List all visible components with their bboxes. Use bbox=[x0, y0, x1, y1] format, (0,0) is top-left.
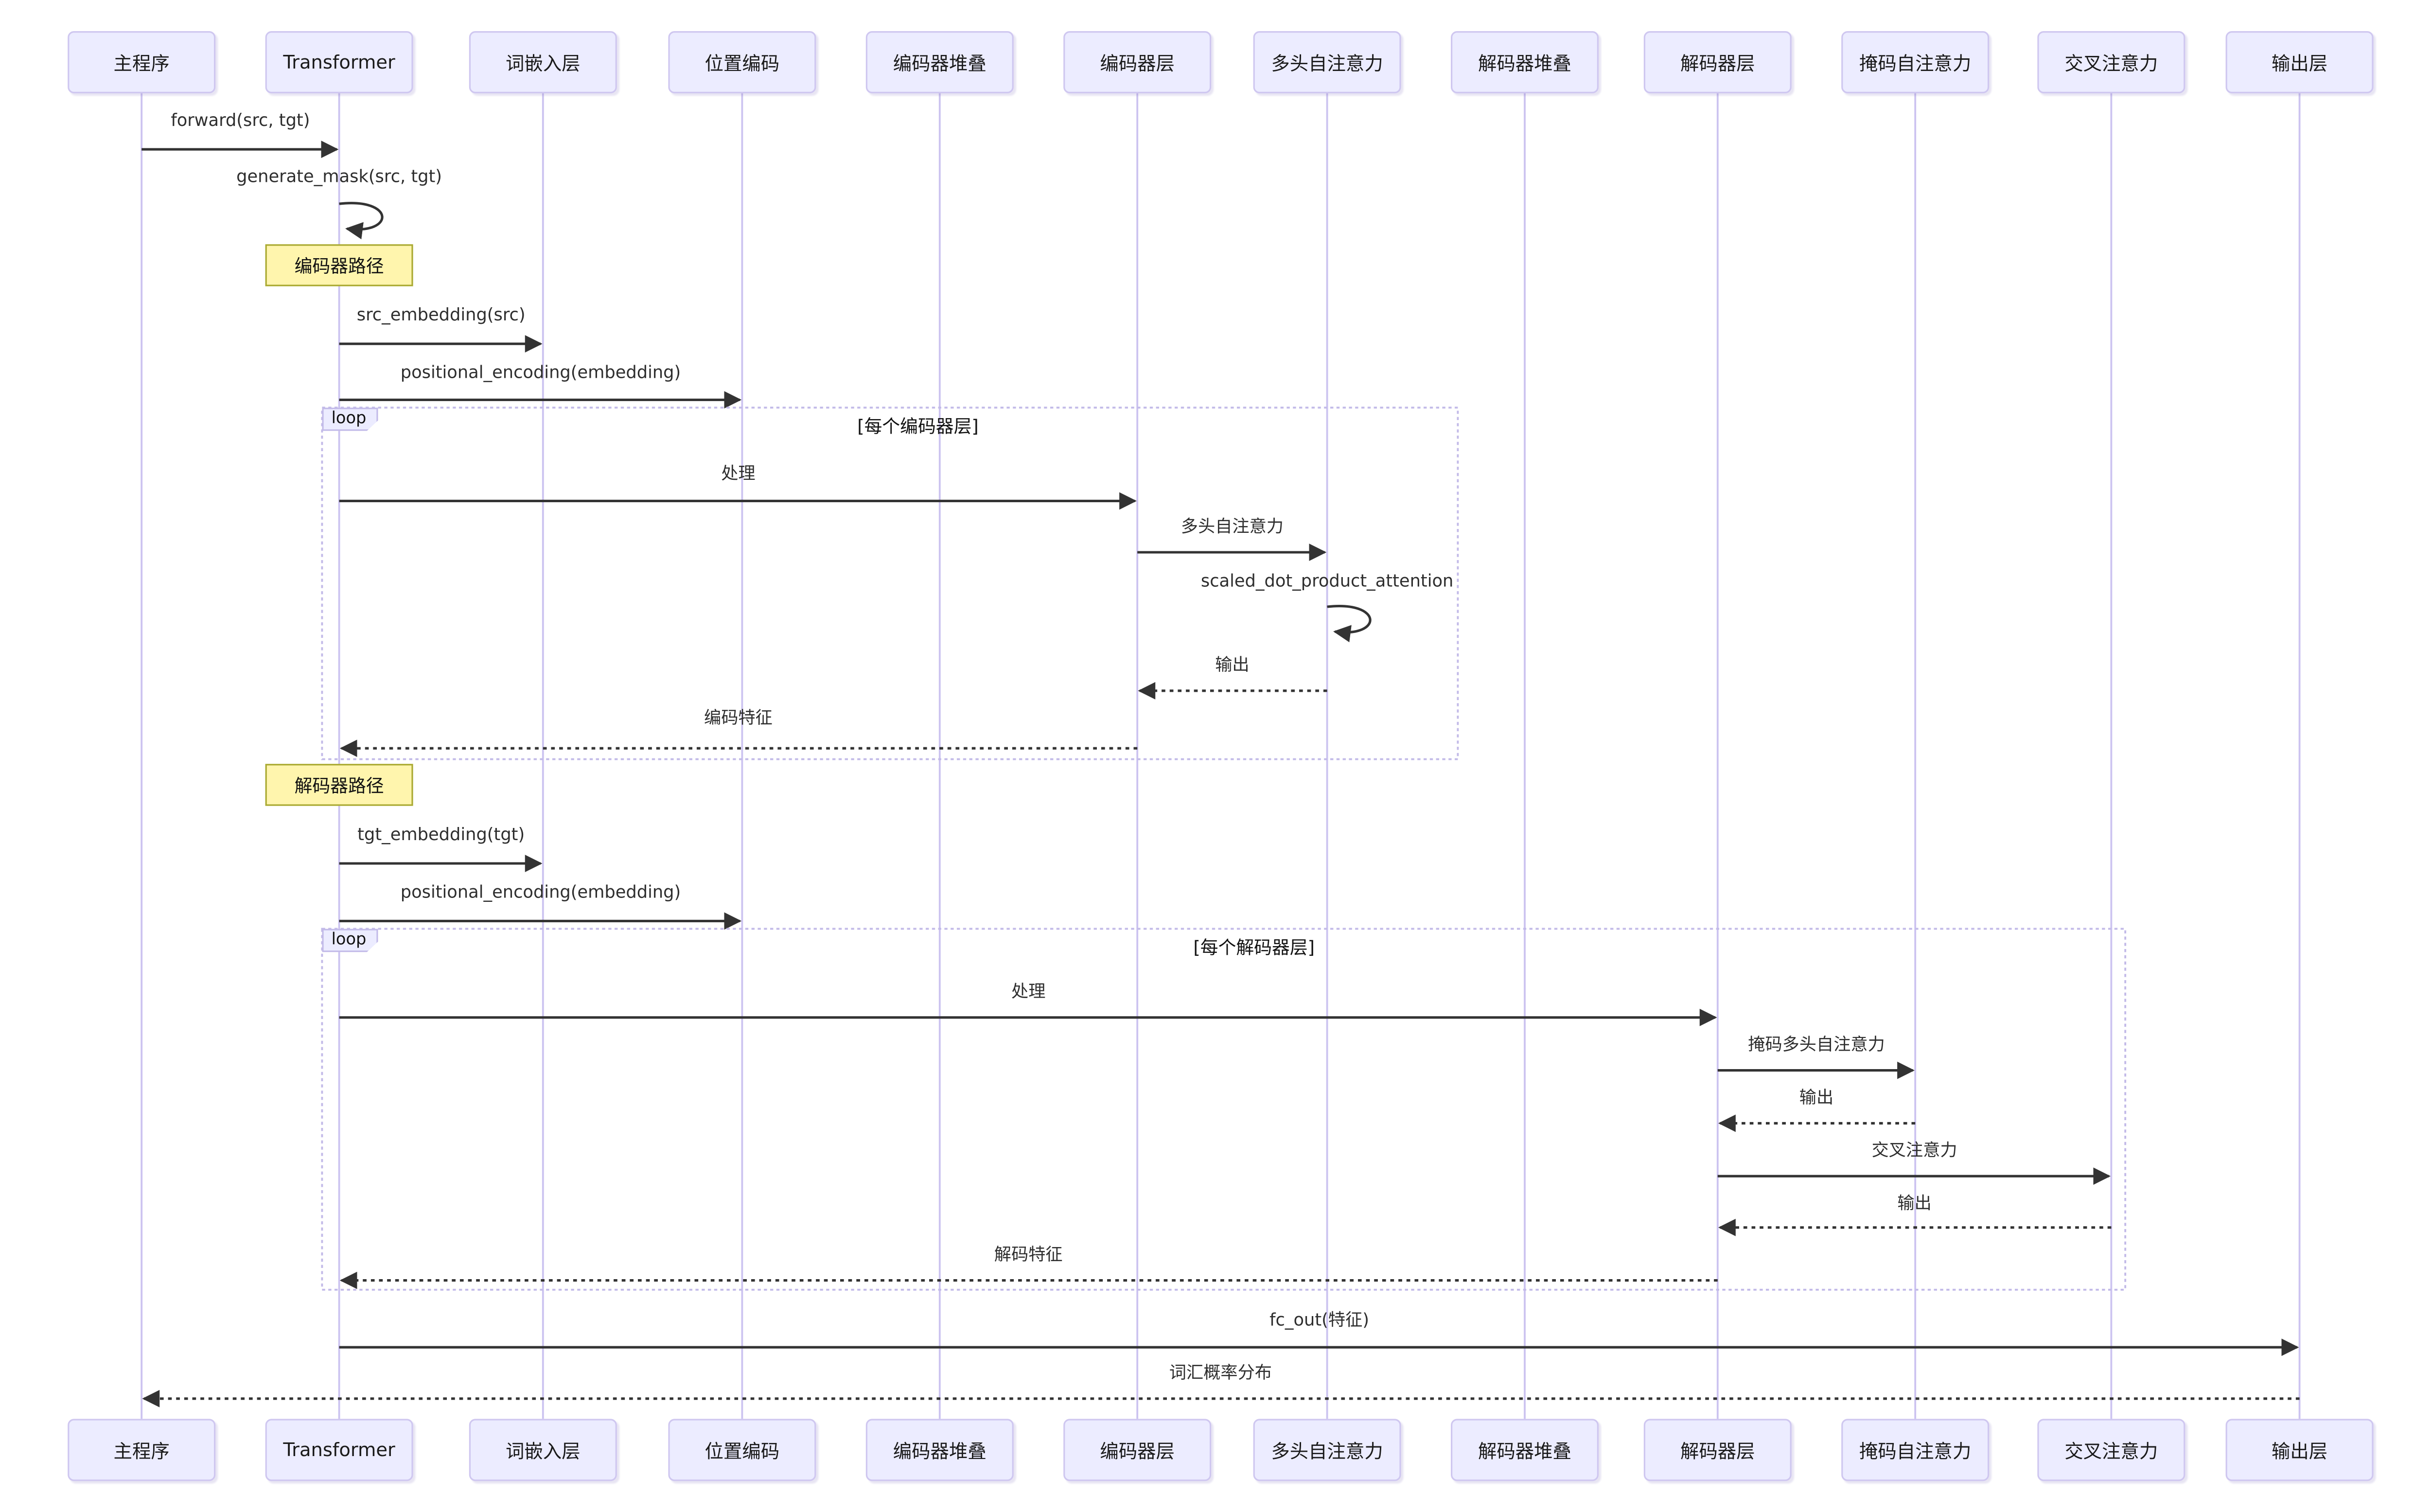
loop-box-encoder-loop bbox=[321, 406, 1459, 760]
participant-main-program-bottom: 主程序 bbox=[68, 1419, 216, 1481]
note-decoder-path-note: 解码器路径 bbox=[265, 764, 413, 806]
loop-tab-decoder-loop: loop bbox=[322, 929, 378, 952]
participant-multi-head-self-attention-bottom: 多头自注意力 bbox=[1253, 1419, 1401, 1481]
participant-encoder-layer-bottom: 编码器层 bbox=[1063, 1419, 1212, 1481]
participant-masked-self-attention-bottom: 掩码自注意力 bbox=[1841, 1419, 1990, 1481]
message-label-process-encoder: 处理 bbox=[721, 463, 756, 484]
participant-masked-self-attention-top: 掩码自注意力 bbox=[1841, 31, 1990, 93]
message-label-positional-encoding-src: positional_encoding(embedding) bbox=[400, 362, 681, 383]
participant-transformer-bottom: Transformer bbox=[265, 1419, 413, 1481]
participant-transformer-top: Transformer bbox=[265, 31, 413, 93]
self-arrow-scaled-dot-product-attention bbox=[1327, 605, 1372, 643]
participant-encoder-layer-top: 编码器层 bbox=[1063, 31, 1212, 93]
message-label-attention-output: 输出 bbox=[1215, 655, 1250, 675]
participant-cross-attention-top: 交叉注意力 bbox=[2037, 31, 2185, 93]
loop-box-decoder-loop bbox=[321, 928, 2127, 1291]
participant-word-embedding-layer-bottom: 词嵌入层 bbox=[469, 1419, 617, 1481]
message-label-multi-head-attention-call: 多头自注意力 bbox=[1180, 516, 1284, 537]
message-label-masked-attention-output: 输出 bbox=[1799, 1087, 1834, 1108]
message-label-decoded-features: 解码特征 bbox=[994, 1245, 1063, 1265]
participant-multi-head-self-attention-top: 多头自注意力 bbox=[1253, 31, 1401, 93]
participant-output-layer-top: 输出层 bbox=[2225, 31, 2374, 93]
message-label-masked-multi-head-attention-call: 掩码多头自注意力 bbox=[1748, 1035, 1885, 1055]
message-label-tgt-embedding: tgt_embedding(tgt) bbox=[357, 825, 525, 845]
message-label-cross-attention-output: 输出 bbox=[1897, 1193, 1932, 1213]
message-label-src-embedding: src_embedding(src) bbox=[356, 305, 526, 325]
loop-condition-encoder-loop: [每个编码器层] bbox=[857, 415, 979, 438]
participant-decoder-stack-bottom: 解码器堆叠 bbox=[1451, 1419, 1599, 1481]
loop-tab-encoder-loop: loop bbox=[322, 407, 378, 431]
participant-output-layer-bottom: 输出层 bbox=[2225, 1419, 2374, 1481]
participant-positional-encoding-bottom: 位置编码 bbox=[668, 1419, 816, 1481]
message-label-generate-mask: generate_mask(src, tgt) bbox=[236, 166, 442, 187]
message-label-forward: forward(src, tgt) bbox=[171, 110, 310, 131]
note-encoder-path-note: 编码器路径 bbox=[265, 244, 413, 286]
participant-positional-encoding-top: 位置编码 bbox=[668, 31, 816, 93]
message-label-process-decoder: 处理 bbox=[1011, 982, 1046, 1002]
participant-decoder-layer-bottom: 解码器层 bbox=[1643, 1419, 1792, 1481]
message-label-scaled-dot-product-attention: scaled_dot_product_attention bbox=[1200, 571, 1454, 591]
participant-decoder-layer-top: 解码器层 bbox=[1643, 31, 1792, 93]
message-label-fc-out: fc_out(特征) bbox=[1269, 1310, 1370, 1330]
self-arrow-generate-mask bbox=[339, 202, 384, 240]
participant-cross-attention-bottom: 交叉注意力 bbox=[2037, 1419, 2185, 1481]
loop-condition-decoder-loop: [每个解码器层] bbox=[1193, 936, 1315, 959]
message-label-cross-attention-call: 交叉注意力 bbox=[1871, 1140, 1957, 1161]
participant-encoder-stack-bottom: 编码器堆叠 bbox=[865, 1419, 1014, 1481]
message-label-encoded-features: 编码特征 bbox=[704, 708, 773, 728]
message-label-vocab-probability-distribution: 词汇概率分布 bbox=[1169, 1363, 1272, 1383]
message-label-positional-encoding-tgt: positional_encoding(embedding) bbox=[400, 882, 681, 902]
participant-encoder-stack-top: 编码器堆叠 bbox=[865, 31, 1014, 93]
participant-decoder-stack-top: 解码器堆叠 bbox=[1451, 31, 1599, 93]
participant-main-program-top: 主程序 bbox=[68, 31, 216, 93]
participant-word-embedding-layer-top: 词嵌入层 bbox=[469, 31, 617, 93]
